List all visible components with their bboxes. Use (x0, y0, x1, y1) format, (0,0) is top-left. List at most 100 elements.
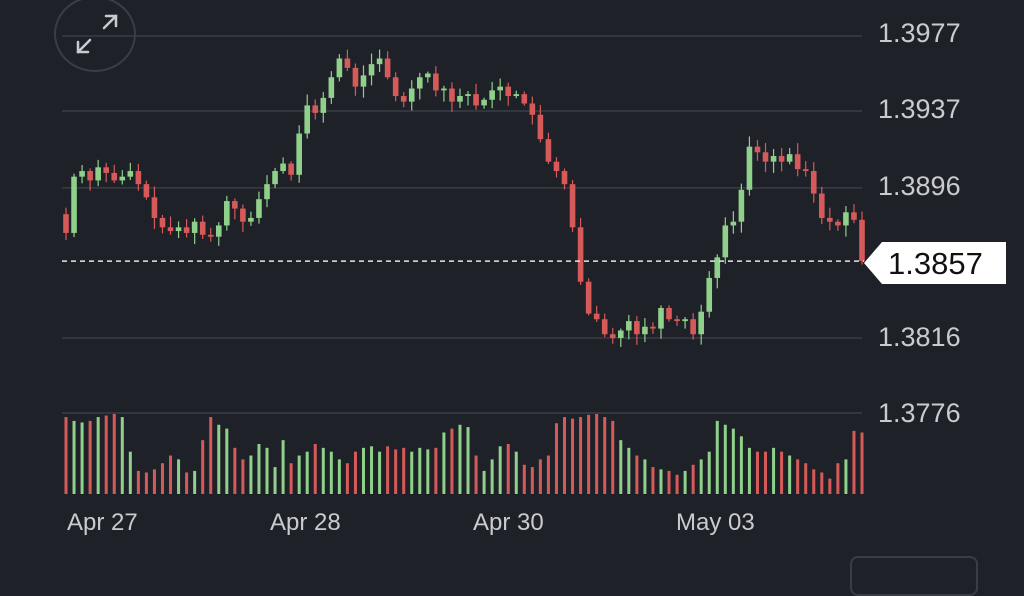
last-price-marker (864, 242, 1006, 284)
expand-button[interactable] (54, 0, 136, 72)
candle-body (183, 227, 190, 233)
volume-bar (450, 428, 454, 494)
volume-bar (715, 420, 719, 494)
candle-body (103, 167, 110, 173)
y-tick-label: 1.3896 (878, 171, 961, 201)
candle-body (634, 321, 640, 335)
candle-body (593, 313, 600, 320)
volume-bar (289, 463, 293, 494)
candle-body (746, 146, 753, 190)
candle-body (650, 326, 656, 329)
volume-bar (152, 469, 156, 494)
candle-body (843, 212, 849, 226)
candle-body (859, 219, 865, 262)
volume-bar (458, 424, 462, 494)
candle-body (537, 114, 544, 140)
candle-body (328, 77, 335, 98)
candle-body (119, 176, 126, 181)
candle-body (609, 334, 616, 338)
candle-body (706, 277, 713, 312)
volume-bar (611, 420, 615, 494)
volume-bar (691, 464, 695, 494)
candle-body (698, 311, 704, 335)
candle-body (827, 217, 833, 222)
volume-bar (796, 459, 800, 494)
volume-bar (96, 417, 100, 494)
candle-body (79, 171, 85, 177)
candle-body (690, 319, 696, 335)
volume-bar (635, 455, 639, 494)
candle-body (127, 171, 134, 177)
candle-body (545, 139, 552, 162)
expand-arrows-icon (76, 14, 118, 54)
volume-bar (595, 414, 599, 494)
volume-bar (627, 447, 631, 494)
candle-body (457, 96, 463, 102)
candle-body (95, 167, 101, 181)
candle-body (561, 171, 568, 185)
volume-bar (490, 459, 494, 494)
volume-bar (828, 478, 832, 494)
bottom-panel-button[interactable] (850, 556, 978, 596)
volume-bar (482, 470, 486, 494)
candle-body (111, 172, 118, 181)
candle-body (810, 171, 817, 194)
volume-bar (498, 446, 502, 494)
volume-bar (538, 459, 542, 494)
volume-bar (120, 417, 124, 494)
volume-bar (104, 415, 108, 494)
volume-bar (514, 451, 518, 494)
candle-body (240, 208, 246, 222)
candle-body (642, 326, 648, 335)
volume-bar (764, 451, 768, 494)
volume-bar (80, 422, 84, 494)
candle-body (617, 330, 624, 338)
candle-body (778, 156, 785, 162)
volume-bar (522, 464, 526, 494)
candle-body (762, 152, 769, 162)
candle-body (344, 58, 351, 68)
volume-bar (64, 417, 68, 494)
candle-body (553, 161, 560, 172)
volume-bar (683, 470, 687, 494)
volume-bar (273, 467, 277, 494)
candle-body (280, 163, 286, 172)
candle-body (577, 227, 584, 282)
volume-bar (546, 455, 550, 494)
candle-body (835, 221, 841, 226)
candle-body (408, 88, 415, 102)
candle-body (63, 214, 69, 233)
candle-body (473, 94, 479, 106)
volume-bar (402, 447, 406, 494)
candle-body (151, 197, 158, 218)
candle-body (159, 217, 166, 228)
volume-bar (410, 451, 414, 494)
volume-bar (337, 459, 341, 494)
candle-body (199, 221, 206, 235)
candle-body (529, 103, 536, 115)
x-tick-label: May 03 (676, 509, 755, 536)
y-tick-label: 1.3776 (878, 398, 961, 428)
candle-body (167, 227, 174, 232)
candle-body (465, 94, 471, 97)
volume-bar (442, 432, 446, 494)
volume-bar (265, 447, 269, 494)
volume-bar (418, 447, 422, 494)
volume-bar (755, 451, 759, 494)
volume-bar (466, 427, 470, 494)
candle-body (272, 171, 278, 185)
volume-bar (112, 414, 116, 494)
volume-bar (128, 451, 132, 494)
candle-body (658, 307, 664, 329)
candle-body (384, 58, 391, 78)
candle-body (754, 146, 761, 153)
candle-body (135, 171, 142, 185)
candle-body (224, 201, 230, 226)
volume-bar (643, 459, 647, 494)
candle-body (296, 133, 302, 175)
volume-bar (169, 455, 173, 494)
candle-body (368, 64, 375, 76)
candle-body (802, 169, 809, 172)
volume-bar (297, 455, 301, 494)
y-tick-label: 1.3816 (878, 322, 961, 352)
